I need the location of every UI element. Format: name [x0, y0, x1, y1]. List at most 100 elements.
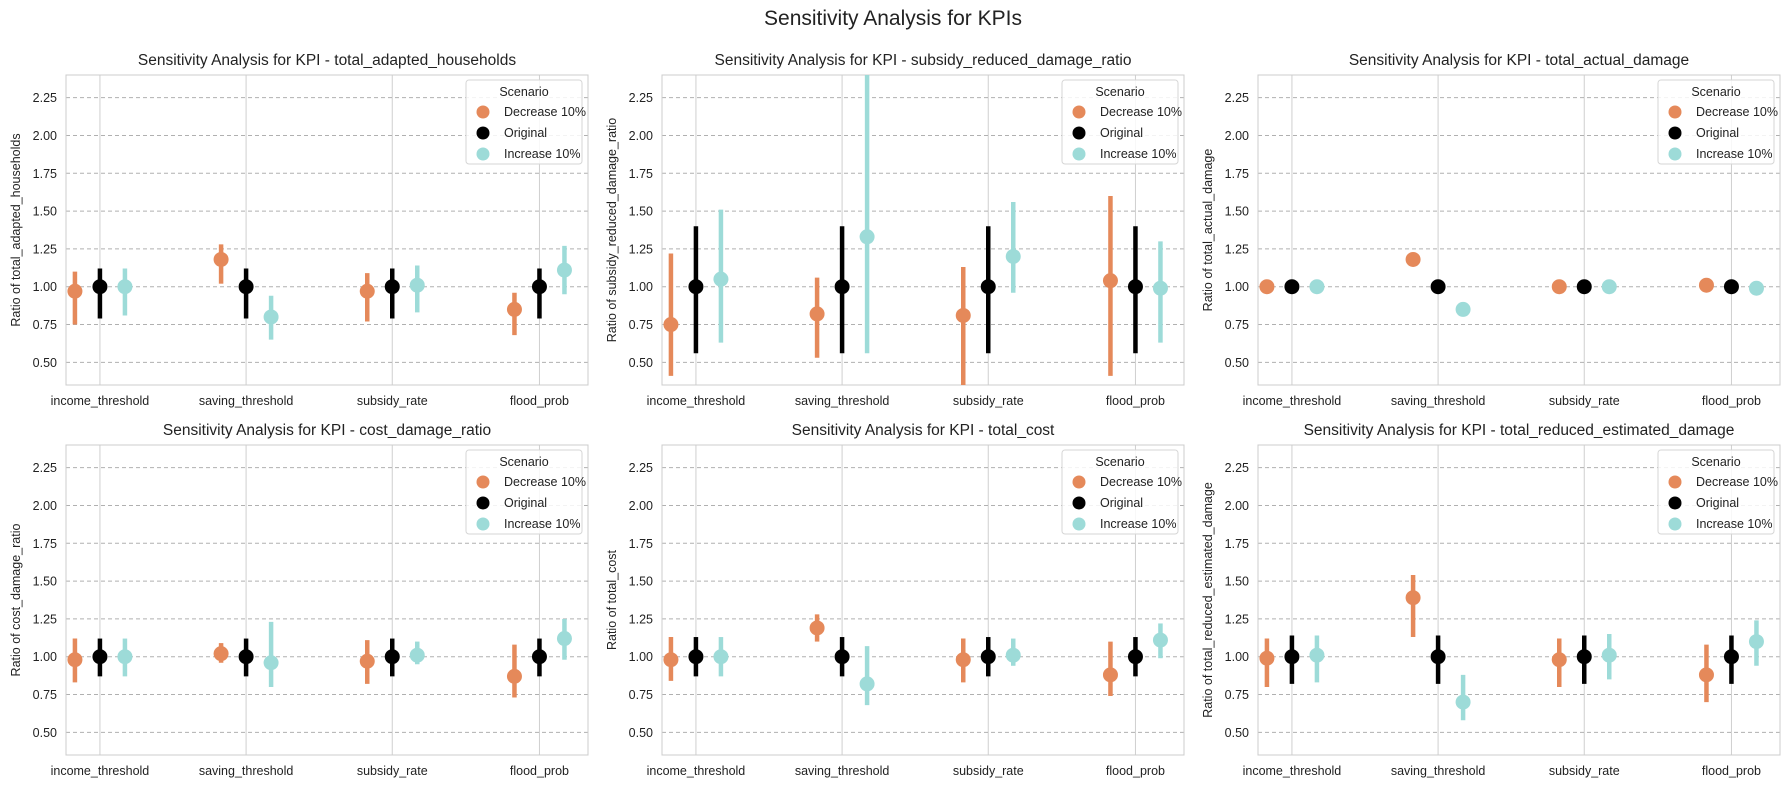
y-tick-label: 1.50: [629, 575, 653, 589]
axes-frame: [65, 74, 589, 386]
legend-marker: [1072, 126, 1086, 140]
data-point: [955, 307, 971, 323]
x-tick-label: income_threshold: [647, 764, 746, 778]
legend: Scenario Decrease 10% Original Increase 10%: [1657, 449, 1778, 535]
data-point: [238, 649, 254, 665]
legend-label: Decrease 10%: [504, 105, 586, 119]
legend-label: Original: [504, 126, 547, 140]
data-point: [1551, 652, 1567, 668]
data-point: [506, 668, 522, 684]
data-point: [809, 306, 825, 322]
chart-panel-6: 0.50 0.75 1.00 1.25 1.50 1.75 2.00 2.25 income_t…: [1201, 422, 1781, 778]
legend: Scenario Decrease 10% Original Increase 10%: [1061, 449, 1182, 535]
data-point: [1748, 634, 1764, 650]
y-tick-label: 2.25: [33, 91, 57, 105]
y-tick-label: 1.75: [33, 537, 57, 551]
data-point: [1005, 647, 1021, 663]
chart-panels: 0.50 0.75 1.00 1.25 1.50 1.75 2.00 2.25 income_t…: [9, 52, 1781, 778]
legend-title: Scenario: [1095, 455, 1144, 469]
legend: Scenario Decrease 10% Original Increase 10%: [465, 79, 586, 165]
y-tick-label: 1.25: [629, 612, 653, 626]
legend-box: [1061, 79, 1179, 165]
legend-label: Decrease 10%: [1696, 475, 1778, 489]
legend-marker: [1668, 496, 1682, 510]
data-point: [1576, 649, 1592, 665]
panel-title: Sensitivity Analysis for KPI - total_act…: [1349, 52, 1689, 69]
data-point: [1430, 279, 1446, 295]
data-point: [1455, 694, 1471, 710]
data-point: [688, 279, 704, 295]
x-tick-label: income_threshold: [1243, 764, 1342, 778]
data-point: [834, 649, 850, 665]
x-tick-label: subsidy_rate: [953, 764, 1024, 778]
y-tick-label: 2.00: [33, 129, 57, 143]
y-axis-label: Ratio of total_cost: [605, 549, 619, 650]
y-tick-label: 1.75: [629, 167, 653, 181]
data-point: [409, 277, 425, 293]
y-tick-label: 0.75: [629, 688, 653, 702]
data-point: [1576, 279, 1592, 295]
data-point: [713, 649, 729, 665]
data-point: [359, 653, 375, 669]
data-point: [213, 251, 229, 267]
y-tick-label: 1.00: [33, 650, 57, 664]
data-point: [1152, 280, 1168, 296]
data-point: [556, 262, 572, 278]
panel-title: Sensitivity Analysis for KPI - subsidy_r…: [715, 52, 1132, 69]
y-tick-label: 0.50: [1225, 726, 1249, 740]
legend-label: Decrease 10%: [1100, 105, 1182, 119]
y-tick-label: 0.50: [33, 726, 57, 740]
legend-box: [1657, 449, 1775, 535]
data-point: [1748, 280, 1764, 296]
data-point: [1127, 279, 1143, 295]
data-point: [713, 271, 729, 287]
y-tick-label: 0.50: [33, 356, 57, 370]
data-point: [1723, 649, 1739, 665]
y-tick-label: 2.00: [33, 499, 57, 513]
legend-marker: [476, 517, 490, 531]
y-axis-label: Ratio of subsidy_reduced_damage_ratio: [605, 118, 619, 342]
x-tick-label: flood_prob: [1106, 764, 1165, 778]
data-marks: [663, 614, 1168, 706]
y-tick-label: 1.50: [629, 205, 653, 219]
panel-title: Sensitivity Analysis for KPI - cost_dama…: [163, 422, 491, 439]
data-point: [67, 652, 83, 668]
data-point: [1405, 590, 1421, 606]
y-tick-label: 1.50: [1225, 575, 1249, 589]
legend-label: Increase 10%: [1696, 147, 1772, 161]
data-point: [859, 229, 875, 245]
x-tick-label: income_threshold: [1243, 394, 1342, 408]
data-point: [263, 655, 279, 671]
y-tick-label: 2.25: [33, 461, 57, 475]
legend-label: Original: [1100, 126, 1143, 140]
chart-panel-1: 0.50 0.75 1.00 1.25 1.50 1.75 2.00 2.25 income_t…: [9, 52, 589, 408]
legend-label: Decrease 10%: [1100, 475, 1182, 489]
y-tick-label: 1.00: [1225, 280, 1249, 294]
axes-frame: [65, 444, 589, 756]
y-axis-label: Ratio of total_reduced_estimated_damage: [1201, 482, 1215, 718]
data-marks: [663, 75, 1168, 385]
panel-title: Sensitivity Analysis for KPI - total_red…: [1304, 422, 1735, 439]
data-point: [1127, 649, 1143, 665]
axes-frame: [1257, 444, 1781, 756]
data-point: [834, 279, 850, 295]
legend-marker: [476, 105, 490, 119]
panel-title: Sensitivity Analysis for KPI - total_ada…: [138, 52, 517, 69]
data-point: [663, 317, 679, 333]
x-tick-label: saving_threshold: [1391, 764, 1486, 778]
data-point: [92, 279, 108, 295]
legend-label: Increase 10%: [1696, 517, 1772, 531]
data-point: [409, 647, 425, 663]
y-tick-label: 2.25: [629, 461, 653, 475]
data-point: [1455, 301, 1471, 317]
x-tick-label: subsidy_rate: [1549, 764, 1620, 778]
data-marks: [1259, 575, 1764, 721]
legend-box: [465, 449, 583, 535]
chart-panel-2: 0.50 0.75 1.00 1.25 1.50 1.75 2.00 2.25 income_t…: [605, 52, 1185, 408]
legend-title: Scenario: [499, 455, 548, 469]
legend-title: Scenario: [1095, 85, 1144, 99]
y-tick-label: 0.50: [629, 726, 653, 740]
legend-marker: [1072, 475, 1086, 489]
legend-box: [1061, 449, 1179, 535]
legend-marker: [1668, 475, 1682, 489]
